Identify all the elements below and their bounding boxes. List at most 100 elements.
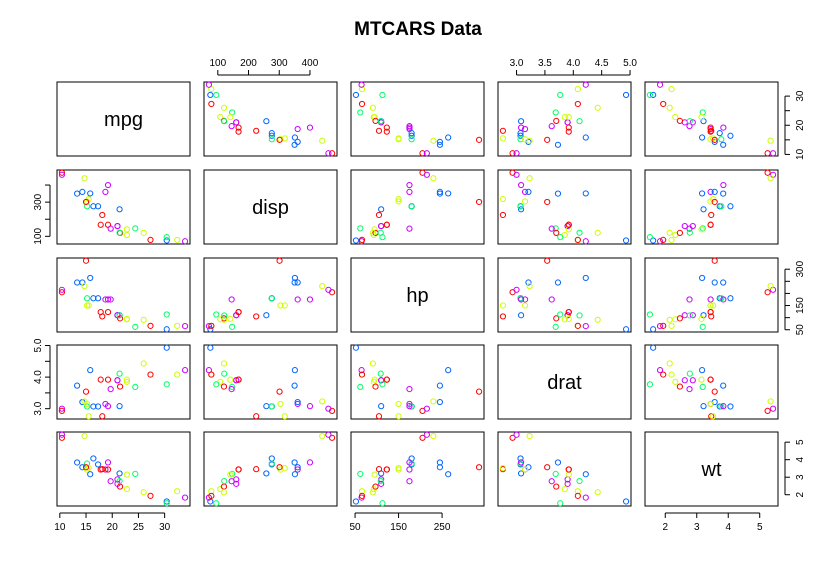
data-point	[281, 413, 288, 420]
data-point	[235, 308, 242, 316]
data-point	[163, 326, 170, 333]
data-point	[383, 466, 390, 473]
data-point	[686, 312, 693, 319]
data-point	[378, 377, 385, 384]
data-point	[499, 313, 507, 320]
panel-disp-vs-drat	[497, 169, 632, 245]
tick-label-top-disp: 200	[240, 58, 257, 69]
data-point	[253, 313, 260, 320]
panel-frame	[497, 431, 632, 507]
panel-mpg-vs-mpg: mpg	[56, 81, 191, 157]
panel-drat-vs-mpg	[56, 344, 191, 420]
data-point	[574, 100, 581, 108]
data-point	[656, 367, 664, 374]
data-point	[707, 308, 714, 316]
data-point	[594, 316, 601, 323]
data-point	[698, 114, 705, 121]
data-point	[711, 257, 718, 264]
data-point	[666, 316, 673, 323]
data-point	[174, 322, 181, 329]
data-point	[378, 222, 385, 230]
data-point	[554, 141, 562, 148]
data-point	[565, 226, 572, 233]
data-point	[181, 494, 189, 501]
data-point	[291, 471, 299, 478]
data-point	[352, 91, 360, 99]
data-point	[395, 413, 402, 420]
data-point	[140, 489, 147, 496]
data-point	[357, 109, 364, 116]
data-point	[207, 344, 214, 351]
data-point	[423, 405, 430, 412]
panel-frame	[56, 169, 191, 245]
data-point	[686, 225, 693, 232]
data-point	[107, 478, 114, 485]
data-point	[553, 483, 560, 490]
data-point	[517, 470, 525, 477]
panel-mpg-vs-disp	[203, 81, 338, 157]
data-point	[181, 367, 189, 374]
data-point	[419, 150, 426, 157]
data-point	[74, 382, 81, 389]
variable-label-wt: wt	[701, 459, 722, 481]
tick-label-left-drat: 4.0	[33, 370, 44, 384]
data-point	[408, 136, 415, 143]
data-point	[375, 211, 383, 219]
tick-label-bottom-hp: 250	[434, 522, 451, 533]
data-point	[594, 489, 601, 496]
data-point	[526, 283, 533, 290]
data-point	[565, 221, 572, 228]
data-point	[764, 289, 771, 296]
data-point	[328, 434, 336, 441]
data-point	[87, 367, 94, 374]
data-point	[720, 382, 727, 389]
data-point	[58, 286, 66, 293]
data-point	[147, 492, 154, 499]
data-point	[707, 128, 714, 135]
data-point	[87, 274, 94, 282]
data-point	[707, 124, 714, 131]
data-point	[553, 229, 560, 236]
data-point	[97, 466, 104, 473]
data-point	[163, 234, 170, 241]
data-point	[221, 477, 228, 485]
data-point	[565, 128, 572, 135]
data-point	[74, 279, 81, 286]
data-point	[94, 203, 102, 210]
data-point	[646, 381, 654, 388]
data-point	[711, 279, 718, 286]
panel-frame	[644, 81, 779, 157]
data-point	[371, 226, 378, 233]
data-point	[235, 376, 242, 383]
data-point	[294, 464, 301, 471]
data-point	[208, 492, 215, 499]
data-point	[174, 236, 181, 244]
data-point	[220, 489, 228, 496]
data-point	[710, 302, 717, 309]
data-point	[582, 494, 589, 501]
data-point	[553, 117, 560, 125]
panel-disp-vs-disp: disp	[203, 169, 338, 245]
data-point	[263, 403, 270, 410]
data-point	[213, 500, 220, 507]
data-point	[233, 480, 240, 487]
data-point	[408, 130, 415, 137]
data-point	[676, 315, 684, 322]
panel-frame	[203, 431, 338, 507]
data-point	[268, 403, 275, 410]
data-point	[97, 376, 104, 383]
data-point	[277, 302, 284, 309]
data-point	[116, 229, 123, 236]
data-point	[291, 367, 299, 374]
data-point	[58, 407, 66, 414]
data-point	[686, 123, 693, 130]
panel-wt-vs-disp	[203, 431, 338, 507]
data-point	[430, 398, 437, 405]
data-point	[220, 360, 228, 367]
tick-label-right-mpg: 30	[795, 90, 806, 102]
tick-label-right-mpg: 20	[795, 119, 806, 131]
data-point	[517, 124, 525, 131]
data-point	[99, 211, 106, 219]
data-point	[319, 398, 326, 405]
